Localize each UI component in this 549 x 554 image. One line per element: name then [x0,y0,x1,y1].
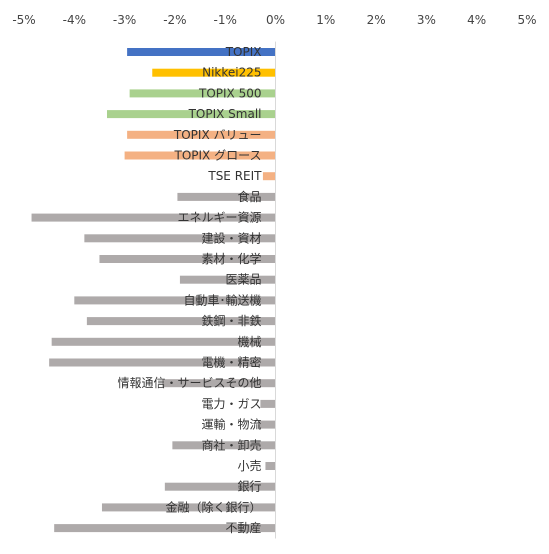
category-label: 自動車･輸送機 [183,292,261,307]
bar [106,110,276,119]
category-label: TOPIX バリュー [173,128,262,142]
category-label: 医薬品 [225,273,261,287]
bar [260,399,276,408]
bar [99,255,276,263]
category-label: 銀行 [237,480,261,494]
x-tick-label: 1% [316,13,335,27]
category-label: 不動産 [225,520,261,535]
bar [162,379,276,388]
category-label: 小売 [237,458,261,473]
category-label: 鉄鋼・非鉄 [201,313,261,328]
category-label: TOPIX グロース [174,149,262,163]
bar [84,234,276,243]
x-tick-label: -4% [63,13,86,27]
x-tick-label: 0% [266,13,285,27]
bar [164,482,276,491]
bar [124,151,276,160]
bar [172,441,276,450]
bar [31,213,276,222]
category-label: 情報通信・サービスその他 [117,376,261,390]
category-label: 電機・精密 [201,355,261,370]
bar [152,68,276,77]
x-tick-label: -5% [12,13,35,27]
x-tick-label: -1% [214,13,237,27]
bar [101,503,276,512]
category-label: 金融（除く銀行） [165,499,261,514]
x-tick-label: -3% [113,13,136,27]
category-label: TSE REIT [207,169,262,183]
bar [86,317,276,326]
category-label: TOPIX 500 [198,86,262,100]
category-label: TOPIX [225,45,262,59]
bar [51,337,276,346]
bar [177,192,276,201]
bar [127,130,276,139]
bar [129,89,276,98]
x-tick-label: 2% [367,13,386,27]
bar [179,275,276,284]
bar [257,420,276,429]
category-label: TOPIX Small [188,107,262,121]
category-label: 商社・卸売 [201,437,261,452]
bar [54,524,276,533]
bar [262,172,276,181]
x-tick-label: 5% [517,13,536,27]
x-tick-label: 3% [417,13,436,27]
x-axis-ticks: -5% -4% -3% -2% -1% 0% 1% 2% 3% 4% 5% [12,13,536,27]
bar [74,296,276,305]
category-label: 運輸・物流 [201,417,261,432]
category-label: 機械 [237,334,261,349]
bar [49,358,276,367]
bar [127,48,276,56]
bars [31,48,276,533]
category-label: Nikkei225 [202,66,261,80]
category-label: 食品 [237,189,261,204]
category-labels: TOPIX Nikkei225 TOPIX 500 TOPIX Small TOPIX … [117,45,262,535]
category-label: エネルギー資源 [177,211,261,225]
category-label: 素材・化学 [201,251,261,266]
category-label: 建設・資材 [201,230,261,245]
category-label: 電力・ガス [201,397,261,411]
x-tick-label: -2% [163,13,186,27]
x-tick-label: 4% [467,13,486,27]
bar [265,462,276,470]
